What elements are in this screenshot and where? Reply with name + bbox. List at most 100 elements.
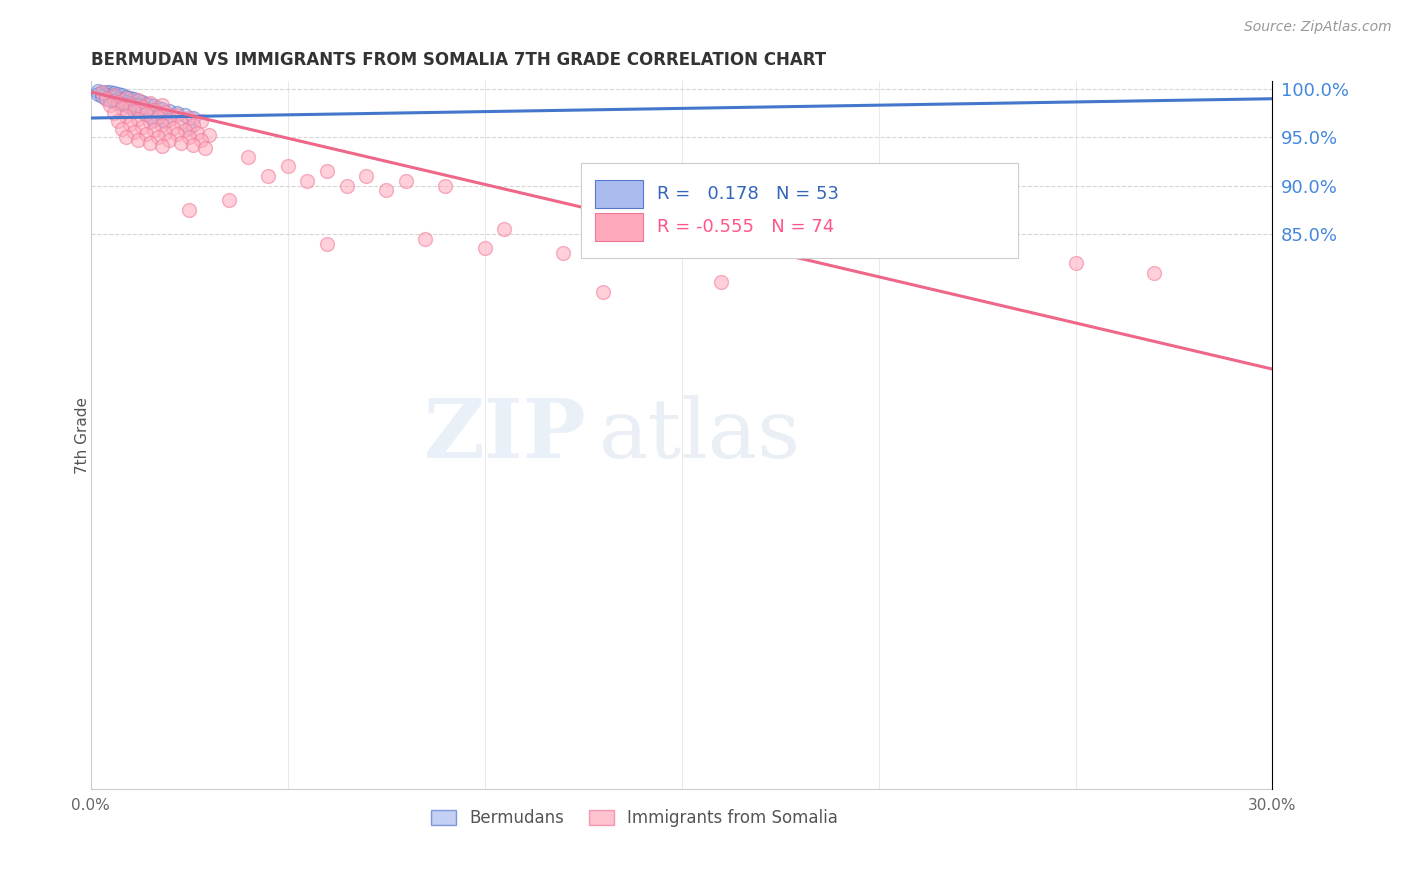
Point (157, 104, 180, 119)
Point (181, 118, 204, 132)
Point (111, 102, 134, 116)
Point (146, 102, 169, 116)
Point (98, 93, 121, 107)
FancyBboxPatch shape (581, 162, 1018, 259)
Point (122, 104, 145, 119)
Point (150, 110, 173, 124)
Point (118, 95, 141, 110)
Point (107, 114, 129, 128)
Point (142, 103, 165, 118)
Point (127, 98, 149, 112)
Point (131, 100, 153, 114)
Point (150, 98, 173, 112)
Point (122, 97, 145, 112)
Point (166, 128, 188, 142)
Point (150, 139, 173, 153)
Point (118, 117, 141, 131)
Point (316, 236, 339, 251)
Point (356, 169, 378, 183)
Point (146, 108, 169, 122)
Text: R =   0.178   N = 53: R = 0.178 N = 53 (657, 185, 839, 202)
Point (474, 241, 496, 255)
Y-axis label: 7th Grade: 7th Grade (75, 397, 90, 474)
Point (118, 97, 141, 112)
Point (257, 169, 280, 183)
Point (138, 95, 160, 110)
Point (98, 98, 121, 112)
Point (115, 90, 138, 104)
Point (96, 91, 118, 105)
Point (91, 88, 114, 103)
Point (146, 110, 169, 124)
Point (155, 105, 177, 120)
Point (122, 102, 145, 116)
Point (138, 136, 160, 150)
Point (115, 95, 138, 109)
Point (138, 104, 160, 119)
Point (96, 87, 118, 102)
Point (1143, 266, 1166, 280)
Point (1064, 256, 1087, 270)
Point (553, 246, 575, 260)
Point (98, 85, 121, 99)
Point (135, 107, 157, 121)
Point (111, 93, 134, 107)
Point (115, 130, 138, 145)
Point (127, 112, 149, 126)
Point (111, 87, 134, 102)
Point (174, 122, 197, 136)
Point (166, 108, 188, 122)
Point (277, 159, 299, 173)
Point (181, 138, 204, 153)
Point (198, 128, 221, 143)
Point (336, 178, 359, 193)
Point (127, 94, 149, 108)
Point (375, 184, 398, 198)
Point (138, 109, 160, 123)
Point (177, 130, 200, 145)
Point (218, 193, 240, 207)
Text: atlas: atlas (599, 395, 801, 475)
Point (150, 118, 173, 132)
Point (177, 120, 200, 135)
Point (111, 96, 134, 111)
Point (127, 103, 149, 118)
Text: ZIP: ZIP (425, 395, 586, 475)
Point (135, 96, 157, 111)
Point (177, 111, 200, 125)
Point (131, 120, 153, 134)
Legend: Bermudans, Immigrants from Somalia: Bermudans, Immigrants from Somalia (423, 803, 845, 834)
Text: R = -0.555   N = 74: R = -0.555 N = 74 (657, 219, 834, 236)
Point (87, 87, 110, 101)
Point (434, 178, 457, 193)
Point (91, 85, 114, 99)
Point (103, 106, 125, 120)
FancyBboxPatch shape (595, 179, 643, 208)
Point (135, 103, 157, 117)
Point (177, 202, 200, 217)
Point (194, 141, 217, 155)
Point (96, 85, 118, 99)
Point (135, 107, 157, 121)
Text: Source: ZipAtlas.com: Source: ZipAtlas.com (1244, 20, 1392, 34)
Point (111, 121, 134, 136)
Point (122, 92, 145, 106)
Point (115, 98, 138, 112)
Point (127, 93, 149, 107)
Point (131, 100, 153, 114)
Point (127, 133, 149, 147)
Point (170, 116, 193, 130)
Point (166, 106, 188, 120)
Point (190, 133, 212, 147)
Point (138, 97, 160, 112)
Point (494, 222, 516, 236)
Point (690, 217, 713, 231)
Point (415, 232, 437, 246)
Point (142, 122, 165, 136)
Point (103, 90, 125, 104)
Point (174, 108, 197, 122)
Point (157, 133, 180, 147)
Point (155, 114, 177, 128)
Point (155, 126, 177, 140)
Point (186, 126, 208, 140)
